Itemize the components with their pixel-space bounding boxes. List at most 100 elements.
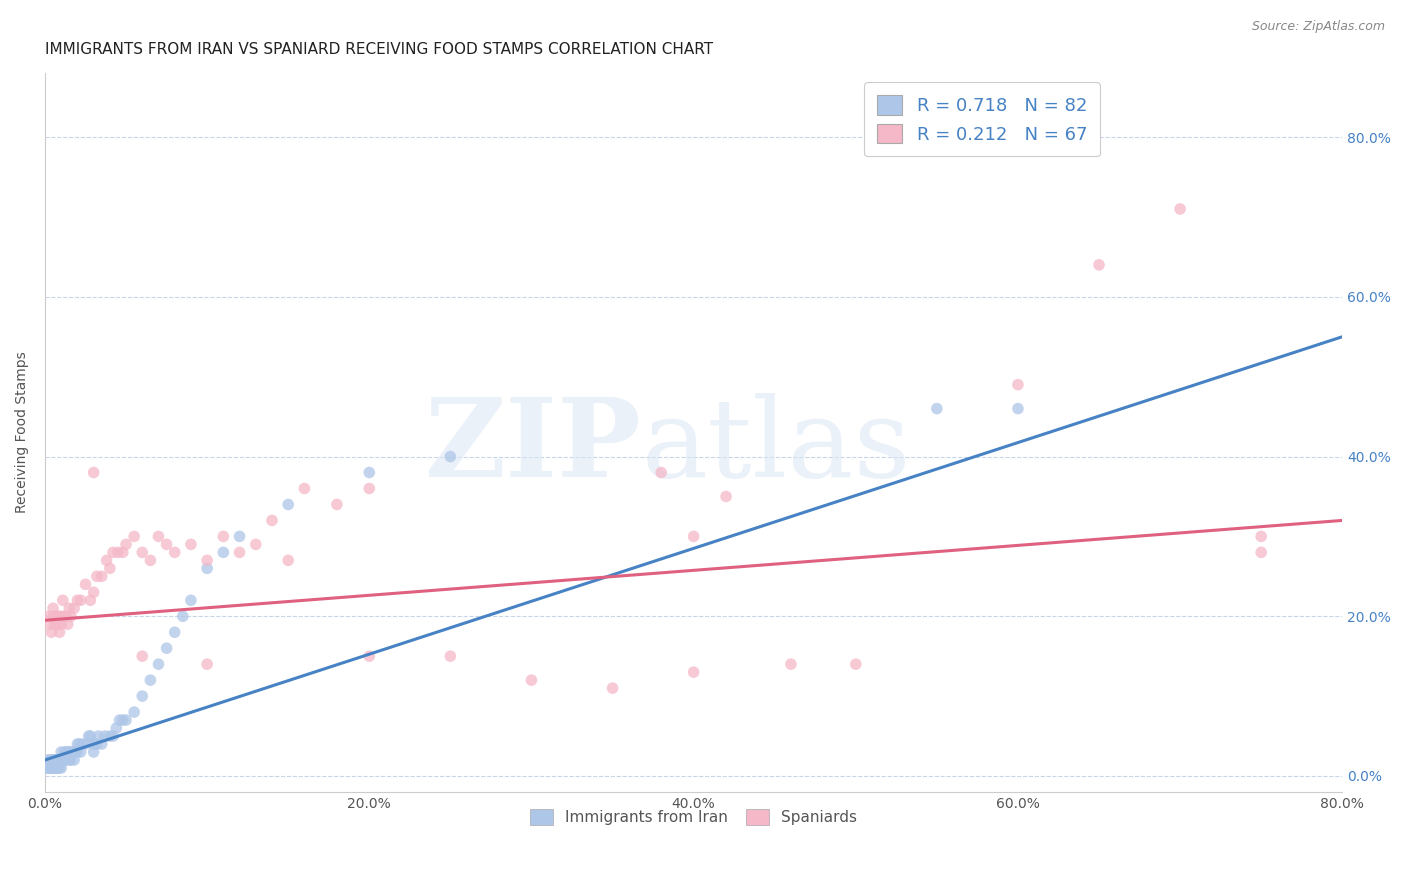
Point	[122, 705, 145, 719]
Point	[55, 745, 77, 759]
Point	[44, 753, 66, 767]
Point	[52, 753, 75, 767]
Point	[66, 745, 89, 759]
Point	[72, 737, 94, 751]
Point	[66, 737, 89, 751]
Point	[53, 745, 76, 759]
Text: IMMIGRANTS FROM IRAN VS SPANIARD RECEIVING FOOD STAMPS CORRELATION CHART: IMMIGRANTS FROM IRAN VS SPANIARD RECEIVI…	[45, 42, 713, 57]
Point	[326, 498, 349, 512]
Point	[55, 753, 77, 767]
Point	[111, 545, 134, 559]
Point	[42, 761, 65, 775]
Point	[1250, 545, 1272, 559]
Point	[101, 545, 124, 559]
Point	[46, 761, 69, 775]
Point	[77, 729, 100, 743]
Point	[45, 761, 67, 775]
Point	[212, 545, 235, 559]
Point	[37, 753, 59, 767]
Point	[38, 761, 60, 775]
Point	[59, 753, 82, 767]
Point	[108, 713, 131, 727]
Point	[111, 713, 134, 727]
Point	[41, 761, 63, 775]
Point	[63, 753, 86, 767]
Point	[51, 617, 73, 632]
Point	[37, 609, 59, 624]
Point	[155, 537, 177, 551]
Point	[38, 617, 60, 632]
Point	[98, 729, 121, 743]
Text: ZIP: ZIP	[425, 393, 641, 500]
Point	[155, 641, 177, 656]
Point	[277, 553, 299, 567]
Point	[83, 585, 105, 599]
Point	[163, 625, 186, 640]
Point	[42, 601, 65, 615]
Point	[51, 753, 73, 767]
Point	[98, 561, 121, 575]
Point	[38, 761, 60, 775]
Point	[195, 561, 218, 575]
Point	[780, 657, 803, 672]
Point	[172, 609, 194, 624]
Point	[66, 593, 89, 607]
Text: atlas: atlas	[641, 393, 911, 500]
Point	[359, 482, 381, 496]
Point	[63, 745, 86, 759]
Point	[52, 593, 75, 607]
Point	[37, 761, 59, 775]
Point	[714, 490, 737, 504]
Point	[58, 753, 80, 767]
Point	[650, 466, 672, 480]
Point	[101, 729, 124, 743]
Point	[55, 609, 77, 624]
Point	[439, 450, 461, 464]
Point	[520, 673, 543, 688]
Point	[53, 753, 76, 767]
Point	[42, 753, 65, 767]
Point	[228, 545, 250, 559]
Point	[75, 577, 97, 591]
Point	[359, 466, 381, 480]
Point	[58, 745, 80, 759]
Point	[42, 609, 65, 624]
Point	[79, 729, 101, 743]
Point	[180, 537, 202, 551]
Point	[90, 737, 112, 751]
Point	[245, 537, 267, 551]
Point	[51, 761, 73, 775]
Point	[277, 498, 299, 512]
Point	[67, 737, 90, 751]
Point	[51, 753, 73, 767]
Point	[131, 689, 153, 703]
Point	[83, 745, 105, 759]
Point	[845, 657, 868, 672]
Point	[44, 761, 66, 775]
Point	[63, 601, 86, 615]
Point	[96, 553, 118, 567]
Point	[1168, 202, 1191, 216]
Point	[86, 737, 108, 751]
Point	[45, 753, 67, 767]
Point	[59, 609, 82, 624]
Point	[228, 529, 250, 543]
Point	[75, 737, 97, 751]
Point	[35, 761, 58, 775]
Point	[107, 545, 129, 559]
Point	[62, 745, 84, 759]
Point	[56, 617, 79, 632]
Point	[131, 649, 153, 664]
Point	[1007, 377, 1029, 392]
Point	[87, 729, 110, 743]
Point	[682, 529, 704, 543]
Y-axis label: Receiving Food Stamps: Receiving Food Stamps	[15, 351, 30, 514]
Point	[195, 657, 218, 672]
Point	[90, 569, 112, 583]
Point	[44, 761, 66, 775]
Point	[41, 625, 63, 640]
Point	[56, 745, 79, 759]
Point	[65, 745, 87, 759]
Point	[180, 593, 202, 607]
Point	[148, 529, 170, 543]
